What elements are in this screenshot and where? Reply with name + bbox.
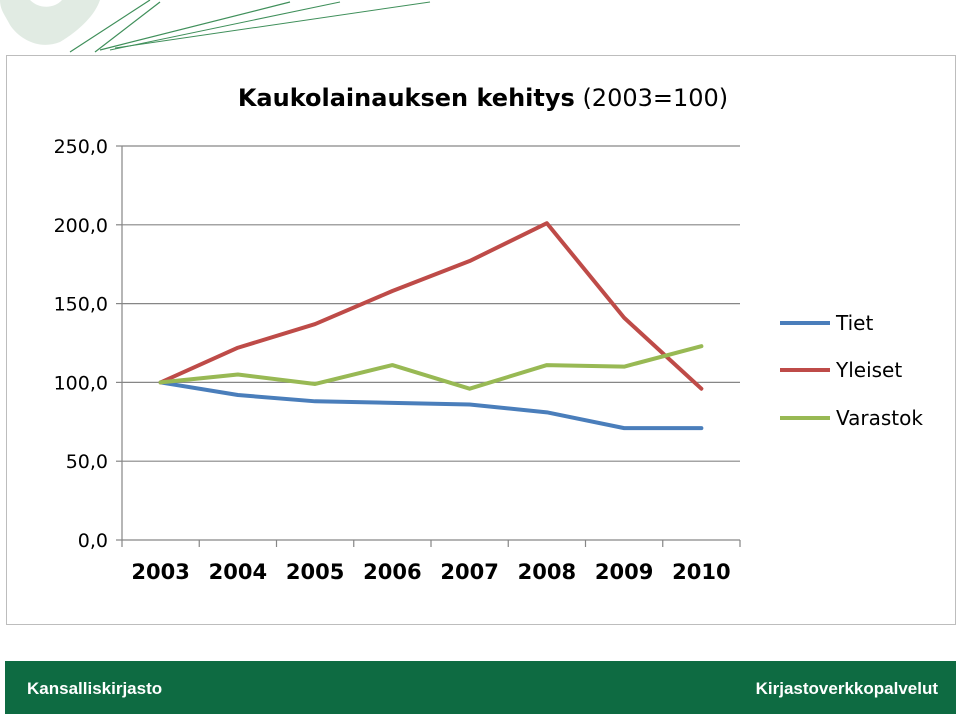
decorative-leaf-graphic xyxy=(0,0,431,53)
x-tick-label: 2004 xyxy=(209,560,267,584)
gridlines xyxy=(122,145,740,462)
legend-label: Tiet xyxy=(835,311,873,335)
y-tick-label: 200,0 xyxy=(54,215,108,237)
series-line-varastok xyxy=(158,344,704,391)
y-tick-label: 50,0 xyxy=(66,451,108,473)
legend-label: Yleiset xyxy=(835,358,902,382)
chart-title: Kaukolainauksen kehitys (2003=100) xyxy=(238,84,728,112)
x-tick-label: 2005 xyxy=(286,560,344,584)
axes xyxy=(116,145,741,547)
y-tick-label: 250,0 xyxy=(54,136,108,158)
legend-label: Varastok xyxy=(836,406,923,430)
series-lines xyxy=(158,221,704,431)
chart-area: Kaukolainauksen kehitys (2003=100) 0,0 50… xyxy=(6,55,956,625)
line-chart: Kaukolainauksen kehitys (2003=100) 0,0 50… xyxy=(54,84,924,584)
x-tick-label: 2010 xyxy=(672,560,730,584)
x-axis-tick-labels: 2003 2004 2005 2006 2007 2008 2009 2010 xyxy=(131,560,730,584)
x-tick-label: 2006 xyxy=(363,560,421,584)
y-tick-label: 100,0 xyxy=(54,372,108,394)
x-tick-label: 2009 xyxy=(595,560,653,584)
legend: Tiet Yleiset Varastok xyxy=(780,311,923,430)
footer-left-text: Kansalliskirjasto xyxy=(27,679,163,698)
y-axis-tick-labels: 0,0 50,0 100,0 150,0 200,0 250,0 xyxy=(54,136,108,552)
y-tick-label: 150,0 xyxy=(54,294,108,316)
footer-bar: Kansalliskirjasto Kirjastoverkkopalvelut xyxy=(5,661,956,714)
footer-right-text: Kirjastoverkkopalvelut xyxy=(755,679,938,698)
x-tick-label: 2008 xyxy=(518,560,576,584)
x-tick-label: 2003 xyxy=(131,560,189,584)
series-line-tiet xyxy=(158,380,704,431)
y-tick-label: 0,0 xyxy=(78,530,108,552)
series-line-yleiset xyxy=(158,221,704,391)
x-tick-label: 2007 xyxy=(440,560,498,584)
